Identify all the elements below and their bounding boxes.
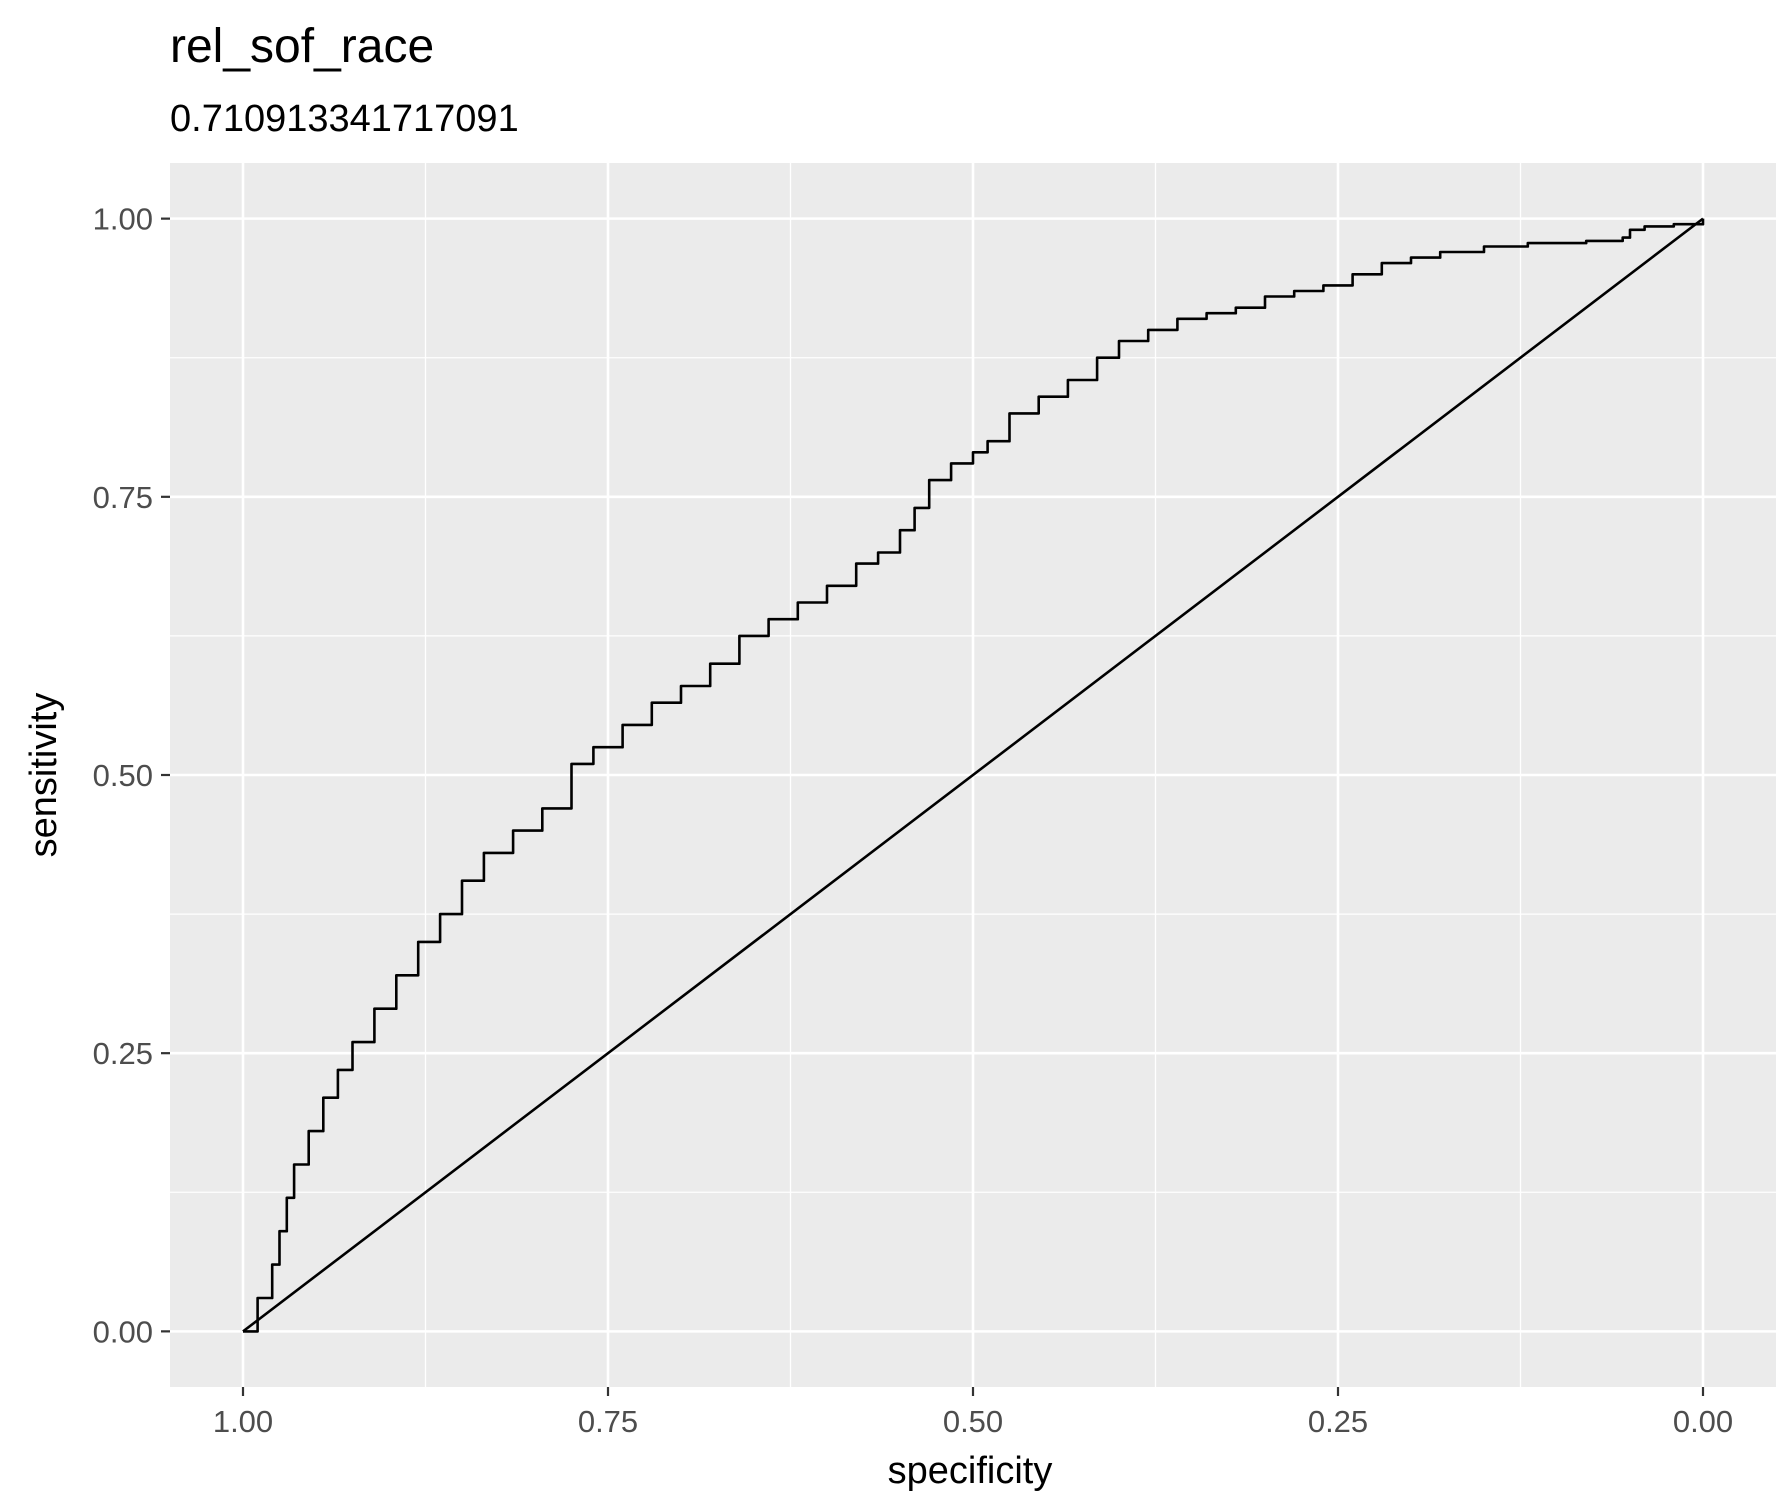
diagonal-reference-line [242,217,1704,1333]
y-tick-label: 0.00 [93,1314,153,1349]
y-axis-title: sensitivity [23,693,65,858]
x-tick-label: 0.50 [943,1404,1003,1439]
y-tick-label: 0.25 [93,1036,153,1071]
chart-subtitle: 0.710913341717091 [170,98,519,140]
x-axis-ticks: 1.00 0.75 0.50 0.25 0.00 [213,1387,1733,1439]
y-tick-label: 0.50 [93,758,153,793]
y-axis-ticks: 0.00 0.25 0.50 0.75 1.00 [93,202,170,1349]
x-axis-title: specificity [888,1450,1053,1492]
x-tick-label: 1.00 [213,1404,273,1439]
y-tick-label: 0.75 [93,480,153,515]
roc-curve-line [243,218,1705,1333]
x-tick-label: 0.00 [1673,1404,1733,1439]
chart-title: rel_sof_race [170,20,434,73]
series-layer [242,217,1705,1333]
x-tick-label: 0.75 [578,1404,638,1439]
x-tick-label: 0.25 [1308,1404,1368,1439]
y-tick-label: 1.00 [93,202,153,237]
